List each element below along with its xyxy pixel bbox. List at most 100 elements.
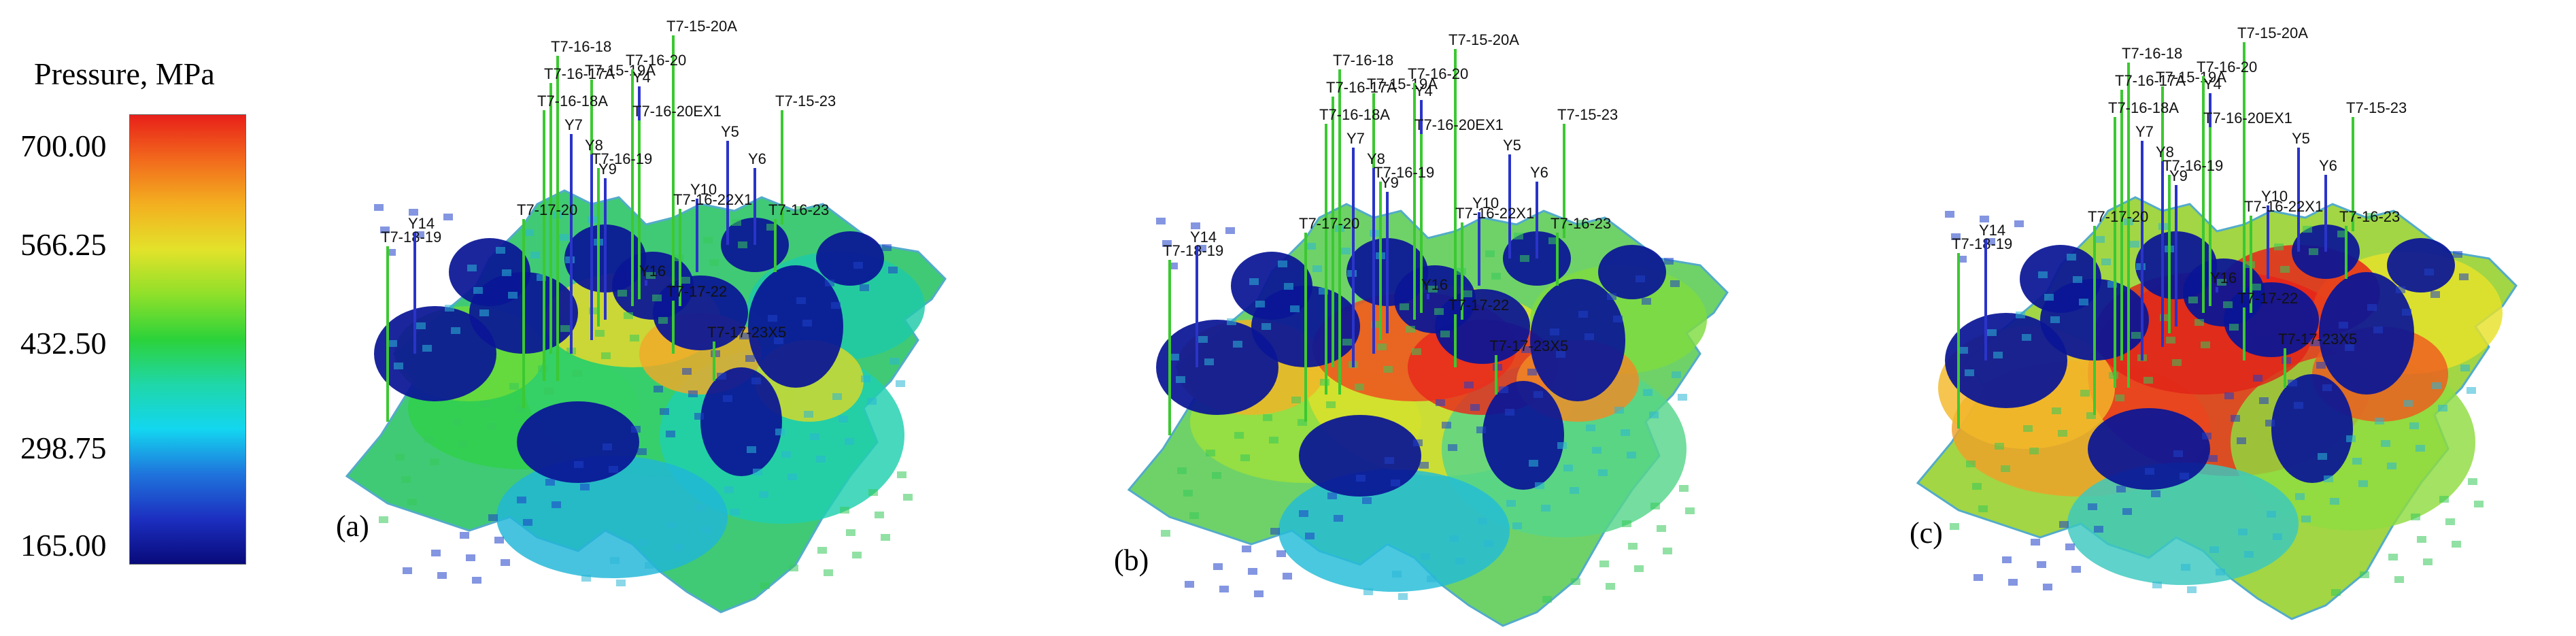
well-label: T7-16-17A bbox=[1326, 79, 1397, 96]
grid-cell bbox=[1312, 265, 1322, 272]
well-label: T7-15-20A bbox=[666, 18, 737, 35]
well-label: Y9 bbox=[1380, 174, 1399, 191]
well-label: Y4 bbox=[1414, 82, 1433, 99]
grid-cell bbox=[696, 504, 705, 511]
grid-cell bbox=[473, 287, 483, 294]
grid-cell bbox=[667, 522, 677, 529]
grid-cell bbox=[1371, 321, 1380, 328]
legend-tick-2: 566.25 bbox=[20, 227, 107, 262]
grid-cell bbox=[1578, 311, 1588, 318]
grid-cell bbox=[2016, 312, 2025, 318]
grid-cell bbox=[853, 262, 863, 269]
well-label: T7-16-23 bbox=[2339, 208, 2400, 225]
grid-cell bbox=[380, 227, 390, 233]
well-label: Y4 bbox=[2203, 76, 2222, 93]
grid-cell bbox=[2067, 254, 2076, 261]
pressure-zone bbox=[2067, 463, 2299, 585]
grid-cell bbox=[1476, 426, 1486, 433]
grid-cell bbox=[717, 373, 726, 380]
well-label: T7-15-19A bbox=[2156, 69, 2226, 86]
grid-cell bbox=[1413, 439, 1423, 446]
well-label: T7-16-20EX1 bbox=[2203, 110, 2292, 127]
well-label: Y14 bbox=[1190, 229, 1217, 246]
grid-cell bbox=[768, 315, 777, 322]
grid-cell bbox=[1248, 568, 1257, 575]
grid-cell bbox=[1965, 369, 1974, 376]
grid-cell bbox=[2259, 397, 2269, 404]
grid-cell bbox=[2309, 248, 2318, 255]
grid-cell bbox=[2107, 281, 2117, 288]
grid-cell bbox=[1385, 457, 1394, 464]
grid-cell bbox=[1219, 586, 1229, 592]
grid-cell bbox=[2116, 486, 2126, 492]
panel-b-label: (b) bbox=[1114, 543, 1149, 577]
grid-cell bbox=[2038, 271, 2048, 278]
grid-cell bbox=[1341, 248, 1351, 254]
well-label: T7-16-18 bbox=[551, 38, 611, 55]
legend-tick-4: 298.75 bbox=[20, 431, 107, 465]
grid-cell bbox=[1406, 326, 1415, 333]
grid-cell bbox=[407, 499, 417, 505]
grid-cell bbox=[2411, 514, 2420, 520]
grid-cell bbox=[897, 471, 906, 478]
grid-cell bbox=[1679, 485, 1689, 492]
grid-cell bbox=[616, 580, 626, 586]
grid-cell bbox=[1355, 384, 1364, 390]
grid-cell bbox=[2324, 475, 2333, 482]
grid-cell bbox=[603, 443, 612, 450]
grid-cell bbox=[1973, 574, 1983, 581]
well-label: T7-16-20 bbox=[626, 52, 686, 69]
grid-cell bbox=[2130, 241, 2139, 248]
grid-cell bbox=[2273, 533, 2282, 540]
grid-cell bbox=[524, 229, 534, 236]
grid-cell bbox=[2073, 276, 2082, 283]
grid-cell bbox=[1319, 288, 1328, 295]
well-label: T7-16-18A bbox=[2108, 99, 2179, 116]
grid-cell bbox=[1213, 563, 1223, 570]
grid-cell bbox=[2031, 539, 2040, 546]
grid-cell bbox=[2058, 430, 2067, 437]
grid-cell bbox=[2417, 536, 2426, 543]
low-pressure-zone bbox=[1945, 313, 2067, 408]
grid-cell bbox=[1440, 331, 1450, 337]
grid-cell bbox=[610, 557, 620, 564]
well-label: Y8 bbox=[585, 137, 603, 154]
grid-cell bbox=[796, 297, 806, 304]
well-label: Y16 bbox=[1421, 276, 1448, 293]
panel-c-label: (c) bbox=[1910, 516, 1943, 550]
grid-cell bbox=[753, 469, 762, 475]
grid-cell bbox=[2022, 334, 2031, 341]
grid-cell bbox=[2095, 236, 2105, 243]
grid-cell bbox=[443, 214, 453, 220]
grid-cell bbox=[1986, 238, 1995, 245]
low-pressure-zone bbox=[2319, 272, 2414, 395]
grid-cell bbox=[460, 532, 469, 539]
grid-cell bbox=[509, 383, 519, 390]
grid-cell bbox=[1512, 522, 1522, 529]
grid-cell bbox=[846, 529, 855, 536]
grid-cell bbox=[2059, 521, 2069, 528]
grid-cell bbox=[2403, 400, 2413, 407]
low-pressure-zone bbox=[1435, 289, 1530, 364]
grid-cell bbox=[666, 431, 675, 437]
grid-cell bbox=[1463, 290, 1472, 297]
grid-cell bbox=[703, 237, 713, 244]
grid-cell bbox=[479, 309, 489, 316]
grid-cell bbox=[1240, 454, 1250, 461]
grid-cell bbox=[1356, 475, 1366, 482]
grid-cell bbox=[1276, 550, 1286, 557]
well-label: T7-17-22 bbox=[1448, 297, 1509, 314]
grid-cell bbox=[1535, 482, 1544, 489]
low-pressure-zone bbox=[2088, 408, 2210, 490]
grid-cell bbox=[1945, 211, 1954, 218]
grid-cell bbox=[2217, 279, 2226, 286]
grid-cell bbox=[466, 554, 475, 561]
well-label: T7-16-17A bbox=[544, 65, 615, 82]
grid-cell bbox=[496, 247, 505, 254]
grid-cell bbox=[1491, 273, 1501, 280]
grid-cell bbox=[1234, 432, 1244, 439]
low-pressure-zone bbox=[517, 401, 639, 483]
grid-cell bbox=[903, 494, 913, 501]
grid-cell bbox=[1533, 391, 1543, 398]
